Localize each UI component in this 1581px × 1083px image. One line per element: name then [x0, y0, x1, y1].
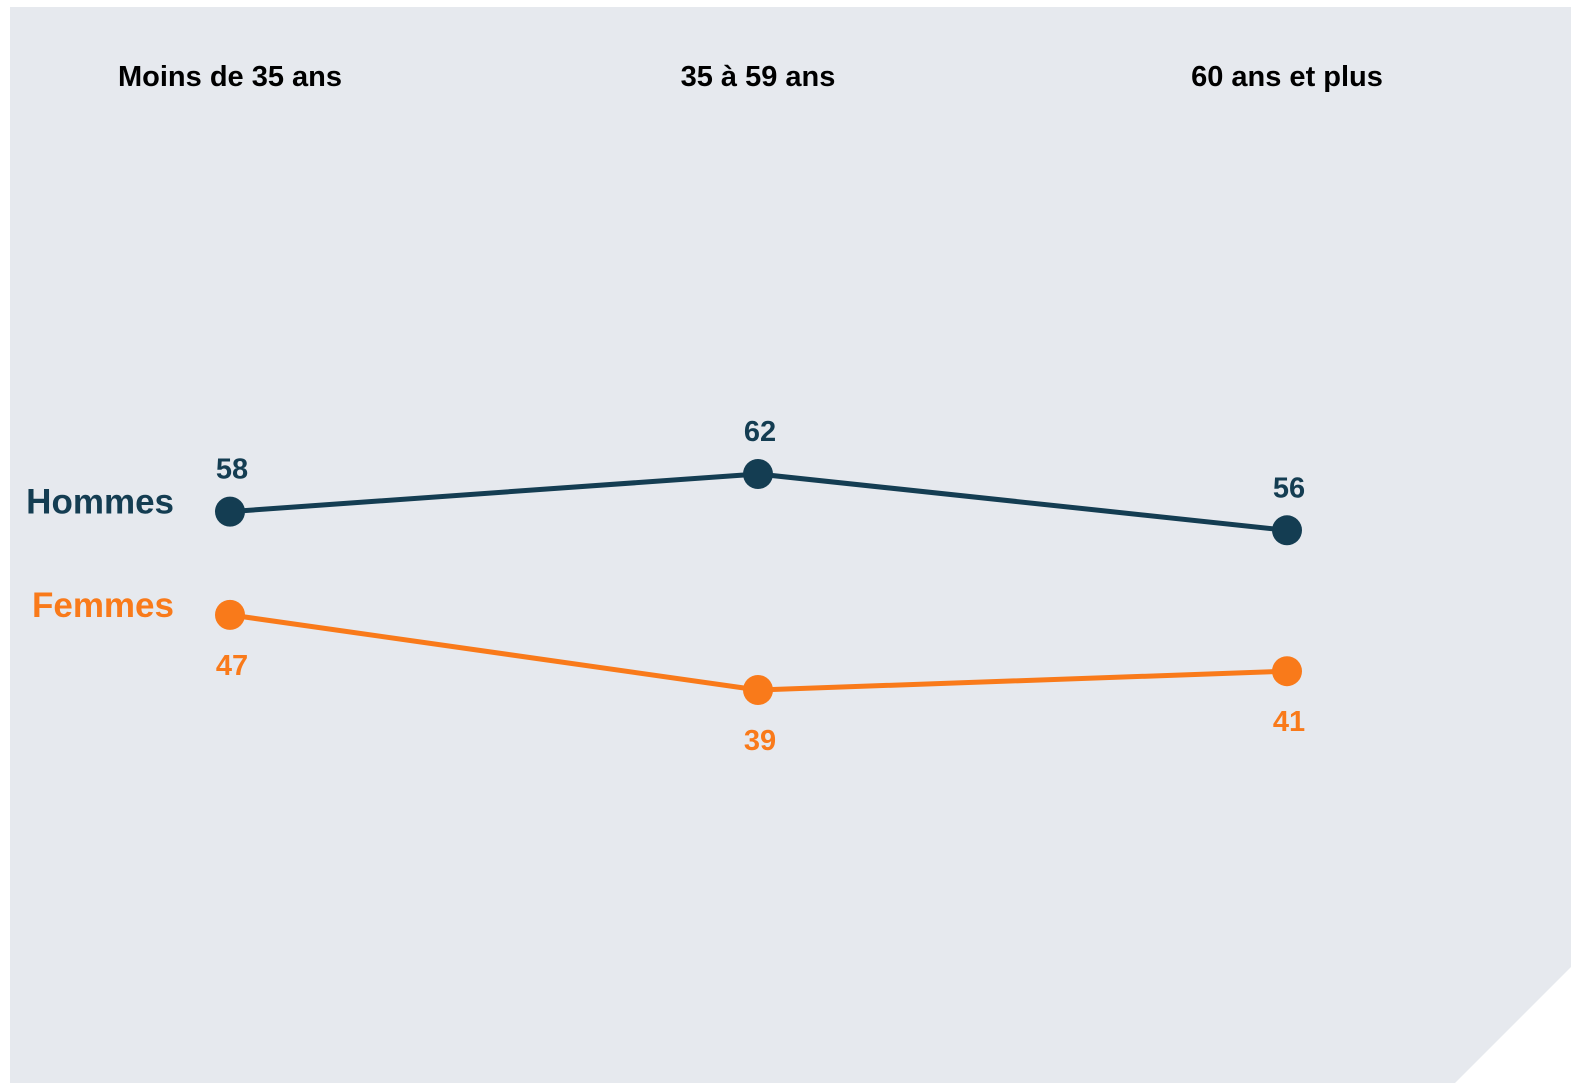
- data-label-hommes-1: 58: [216, 454, 248, 486]
- series-label-hommes: Hommes: [26, 483, 174, 522]
- category-label-35-a-59-ans: 35 à 59 ans: [681, 61, 836, 93]
- series-points: [215, 459, 1302, 705]
- chart-background: [10, 7, 1571, 1083]
- data-point-hommes-3: [1272, 515, 1302, 546]
- data-point-hommes-2: [743, 459, 773, 489]
- data-labels: 58 62 56 47 39 41: [216, 416, 1305, 757]
- series-labels: Hommes Femmes: [26, 483, 174, 625]
- data-label-femmes-3: 41: [1273, 706, 1305, 738]
- series-label-femmes: Femmes: [32, 586, 174, 625]
- data-label-femmes-2: 39: [744, 725, 776, 757]
- data-point-hommes-1: [215, 496, 245, 527]
- data-point-femmes-3: [1272, 656, 1302, 687]
- data-label-hommes-2: 62: [744, 416, 776, 448]
- data-label-femmes-1: 47: [216, 650, 248, 682]
- data-label-hommes-3: 56: [1273, 472, 1305, 504]
- category-label-60-ans-et-plus: 60 ans et plus: [1191, 61, 1383, 93]
- category-label-moins-de-35-ans: Moins de 35 ans: [118, 61, 342, 93]
- data-point-femmes-2: [743, 675, 773, 705]
- category-labels: Moins de 35 ans 35 à 59 ans 60 ans et plus: [118, 61, 1383, 93]
- data-point-femmes-1: [215, 599, 245, 630]
